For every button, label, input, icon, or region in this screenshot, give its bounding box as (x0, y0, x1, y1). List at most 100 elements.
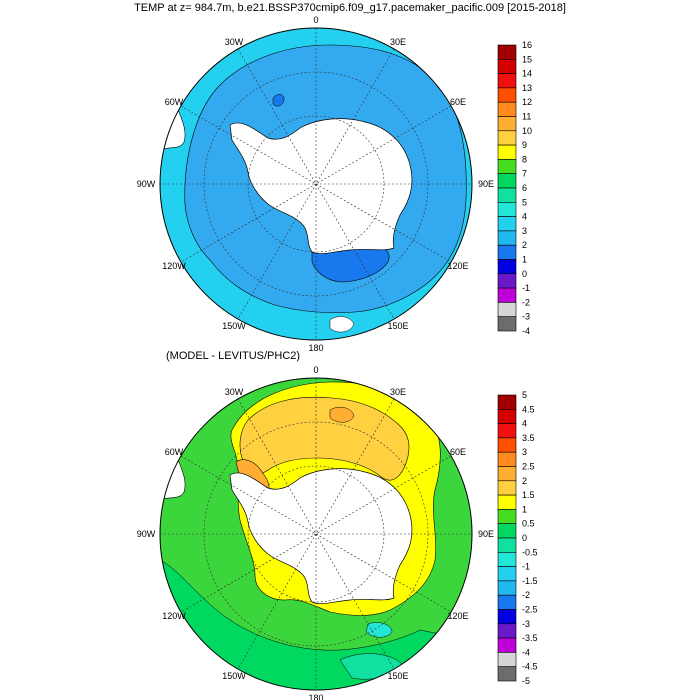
colorbar-label: 3.5 (522, 433, 535, 443)
longitude-label: 120E (447, 261, 468, 271)
top-land-patch-b (441, 39, 472, 73)
colorbar-box (497, 423, 517, 439)
colorbar-box (497, 144, 517, 160)
longitude-label: 90W (137, 529, 156, 539)
colorbar-box (497, 130, 517, 146)
top-land-patch-a (329, 316, 355, 333)
longitude-label: 60E (450, 97, 466, 107)
colorbar-box (497, 652, 517, 668)
colorbar-box (497, 159, 517, 174)
bottom-map-border (159, 377, 473, 691)
top-panel-title: TEMP at z= 984.7m, b.e21.BSSP370cmip6.f0… (134, 2, 566, 14)
colorbar-label: -4 (522, 647, 530, 657)
colorbar-label: -2 (522, 297, 530, 307)
colorbar-box (497, 273, 517, 289)
colorbar-box (497, 202, 517, 217)
colorbar-label: 7 (522, 169, 527, 179)
colorbar-label: 15 (522, 54, 532, 64)
bottom-graticule (160, 378, 472, 690)
colorbar-box (497, 244, 517, 260)
colorbar-label: 4 (522, 212, 527, 222)
colorbar-box (497, 87, 517, 103)
colorbar-box (497, 566, 517, 582)
colorbar-box (497, 609, 517, 625)
colorbar-box (497, 580, 517, 596)
longitude-label: 180 (308, 693, 323, 700)
colorbar-label: 5 (522, 390, 527, 400)
colorbar-label: 3 (522, 447, 527, 457)
colorbar-box (497, 437, 517, 453)
longitude-label: 120W (162, 611, 186, 621)
colorbar-label: 10 (522, 126, 532, 136)
colorbar-box (497, 116, 517, 132)
colorbar-label: -3.5 (522, 633, 538, 643)
colorbar-label: -4.5 (522, 662, 538, 672)
colorbar-box (497, 316, 517, 332)
bottom-map: 0 30E 60E 90E 120E 150E 180 150W 120W 90W 60W 30W (137, 365, 494, 700)
longitude-label: 150W (222, 321, 246, 331)
colorbar-box (497, 666, 517, 682)
colorbar-label: 3 (522, 226, 527, 236)
colorbar-box (497, 637, 517, 653)
colorbar-label: 13 (522, 83, 532, 93)
colorbar-box (497, 523, 517, 539)
longitude-label: 150E (387, 671, 408, 681)
longitude-label: 150W (222, 671, 246, 681)
colorbar-label: 16 (522, 40, 532, 50)
colorbar-label: 6 (522, 183, 527, 193)
colorbar-box (497, 187, 517, 203)
colorbar-box (497, 551, 517, 567)
longitude-label: 30E (390, 387, 406, 397)
colorbar-label: 0 (522, 533, 527, 543)
colorbar-box (497, 594, 517, 610)
colorbar-label: 1 (522, 255, 527, 265)
colorbar-label: 2.5 (522, 462, 535, 472)
top-small-patch (272, 94, 285, 107)
colorbar-box (497, 173, 517, 189)
longitude-label: 90E (478, 179, 494, 189)
colorbar-box (497, 451, 517, 467)
bottom-colorbar: 5 4.5 4 3.5 3 2.5 2 1.5 1 0.5 0 -0.5 -1 -1.5 -2 -2.5 -3 -… (497, 390, 538, 686)
top-antarctica (229, 118, 413, 255)
top-longitude-labels: 0 30E 60E 90E 120E 150E 180 150W 120W 90W 60W 30W (137, 15, 494, 353)
colorbar-box (497, 230, 517, 246)
colorbar-label: -3 (522, 619, 530, 629)
colorbar-label: 2 (522, 476, 527, 486)
bottom-antarctica (229, 468, 413, 605)
colorbar-label: 4 (522, 419, 527, 429)
longitude-label: 30W (225, 387, 244, 397)
colorbar-label: -2.5 (522, 605, 538, 615)
top-graticule (160, 28, 472, 340)
colorbar-box (497, 537, 517, 553)
colorbar-label: 9 (522, 140, 527, 150)
colorbar-label: -5 (522, 676, 530, 686)
longitude-label: 120E (447, 611, 468, 621)
colorbar-box (497, 216, 517, 232)
colorbar-label: -3 (522, 312, 530, 322)
colorbar-label: 1 (522, 504, 527, 514)
longitude-label: 120W (162, 261, 186, 271)
bottom-band-2-2.5-b (329, 406, 355, 423)
colorbar-box (497, 466, 517, 482)
colorbar-box (497, 623, 517, 639)
colorbar-label: 2 (522, 240, 527, 250)
colorbar-box (497, 259, 517, 275)
colorbar-box (497, 408, 517, 424)
longitude-label: 150E (387, 321, 408, 331)
top-contour (184, 44, 467, 314)
colorbar-box (497, 44, 517, 60)
colorbar-label: 1.5 (522, 490, 535, 500)
colorbar-box (497, 394, 517, 410)
colorbar-label: -1.5 (522, 576, 538, 586)
colorbar-box (497, 58, 517, 74)
colorbar-box (497, 73, 517, 89)
longitude-label: 60W (165, 447, 184, 457)
colorbar-label: 0.5 (522, 519, 535, 529)
colorbar-label: -2 (522, 590, 530, 600)
longitude-label: 60W (165, 97, 184, 107)
longitude-label: 180 (308, 343, 323, 353)
bottom-panel-title: (MODEL - LEVITUS/PHC2) (166, 350, 301, 362)
bottom-longitude-labels: 0 30E 60E 90E 120E 150E 180 150W 120W 90W 60W 30W (137, 365, 494, 700)
colorbar-label: -1 (522, 562, 530, 572)
colorbar-label: 12 (522, 97, 532, 107)
